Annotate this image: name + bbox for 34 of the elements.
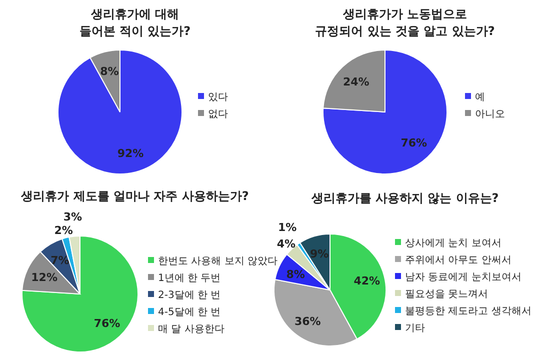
legend-label: 불평등한 제도라고 생각해서 [405, 306, 532, 317]
data-label: 76% [400, 136, 428, 150]
legend-label: 예 [475, 92, 485, 103]
data-label: 12% [31, 271, 58, 284]
data-label: 92% [117, 146, 144, 160]
data-label: 2% [54, 224, 73, 238]
chart-title: 생리휴가에 대해 들어본 적이 있는가? [79, 7, 191, 38]
data-label: 42% [354, 274, 380, 288]
legend-label: 한번도 사용해 보지 않았다 [158, 256, 278, 267]
legend-label: 아니오 [475, 109, 505, 120]
legend-label: 매 달 사용한다 [158, 324, 224, 335]
data-label: 1% [278, 221, 297, 234]
data-label: 9% [310, 247, 329, 260]
data-label: 8% [286, 268, 305, 281]
legend-label: 기타 [405, 323, 425, 334]
legend-label: 없다 [208, 109, 228, 120]
chart-title: 생리휴가가 노동법으로 규정되어 있는 것을 알고 있는가? [315, 7, 495, 38]
legend-label: 남자 동료에게 눈치보여서 [405, 272, 522, 283]
data-label: 3% [63, 210, 82, 224]
chart-title: 생리휴가를 사용하지 않는 이유는? [310, 191, 499, 205]
data-label: 36% [294, 314, 321, 328]
legend-label: 4-5달에 한 번 [158, 307, 221, 318]
legend-label: 주위에서 아무도 안써서 [405, 255, 512, 266]
data-label: 8% [100, 65, 119, 78]
legend-label: 2-3달에 한 번 [158, 290, 221, 301]
data-label: 4% [276, 237, 296, 250]
legend-label: 상사에게 눈치 보여서 [405, 238, 502, 249]
data-label: 7% [50, 254, 70, 268]
legend-label: 필요성을 못느껴서 [405, 289, 488, 300]
data-label: 24% [342, 75, 370, 88]
chart-title: 생리휴가 제도를 얼마나 자주 사용하는가? [20, 189, 249, 203]
legend-label: 1년에 한 두번 [158, 273, 221, 284]
data-label: 76% [94, 316, 120, 330]
legend-label: 있다 [208, 92, 228, 103]
